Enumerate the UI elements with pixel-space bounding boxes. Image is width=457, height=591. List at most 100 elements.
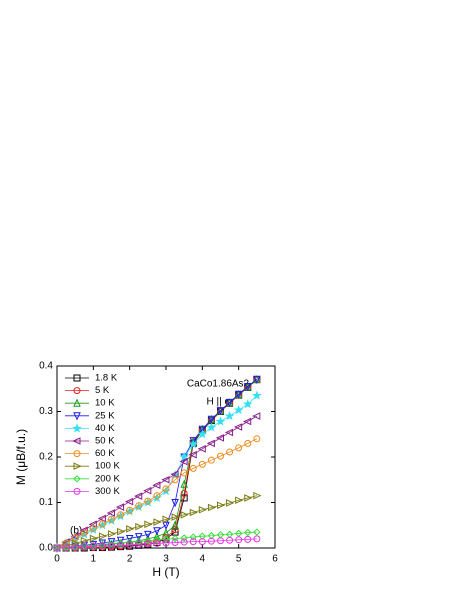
marker <box>224 428 234 437</box>
marker <box>117 541 125 549</box>
legend-marker <box>73 412 81 421</box>
marker <box>253 535 261 543</box>
marker <box>217 501 226 510</box>
marker <box>153 527 161 536</box>
marker <box>124 497 134 506</box>
marker <box>215 416 226 426</box>
marker <box>80 543 88 551</box>
marker <box>252 412 261 420</box>
y-tick-label: 0.1 <box>39 497 53 508</box>
marker <box>115 503 125 511</box>
marker <box>80 529 88 537</box>
y-axis-title: M (μB/f.u.) <box>14 429 28 485</box>
legend-marker <box>73 398 81 407</box>
legend-marker <box>73 475 81 483</box>
marker <box>161 475 170 484</box>
marker <box>97 514 106 523</box>
marker <box>197 429 208 439</box>
marker <box>134 533 143 542</box>
y-tick-label: 0.2 <box>39 452 53 463</box>
marker <box>207 503 217 512</box>
marker <box>233 405 244 415</box>
legend-marker <box>73 374 81 382</box>
marker <box>179 457 188 466</box>
marker <box>153 518 162 526</box>
marker <box>242 399 253 409</box>
marker <box>108 542 115 550</box>
legend-label: 1.8 K <box>95 373 118 384</box>
marker <box>79 526 88 535</box>
marker <box>180 511 189 519</box>
marker <box>198 532 207 540</box>
marker <box>162 485 170 493</box>
marker <box>108 515 115 523</box>
legend-label: 200 K <box>95 473 120 484</box>
marker <box>135 522 144 531</box>
marker <box>153 539 161 547</box>
y-tick-label: 0.4 <box>39 361 53 372</box>
marker <box>107 539 116 548</box>
x-tick-label: 6 <box>272 554 278 565</box>
marker <box>243 382 252 392</box>
marker <box>162 515 171 524</box>
legend-label: 5 K <box>95 385 110 396</box>
marker <box>98 520 106 528</box>
marker <box>215 434 224 442</box>
marker <box>171 499 179 508</box>
marker <box>162 539 170 547</box>
marker <box>107 539 116 548</box>
x-tick-label: 5 <box>236 554 242 565</box>
marker <box>108 530 117 538</box>
marker <box>180 479 188 488</box>
annotation: (b) <box>70 526 82 537</box>
marker <box>117 527 126 536</box>
legend-label: 10 K <box>95 398 115 409</box>
marker <box>207 532 216 540</box>
y-tick-label: 0.3 <box>39 406 53 417</box>
marker <box>216 407 225 416</box>
marker <box>235 496 244 505</box>
marker <box>198 505 208 514</box>
legend-label: 300 K <box>95 486 120 497</box>
legend-marker <box>72 437 81 445</box>
marker <box>106 509 115 517</box>
annotation: CaCo1.86As2 <box>187 379 250 390</box>
marker <box>153 536 161 544</box>
marker <box>134 492 143 500</box>
annotation: H || c <box>207 397 230 408</box>
marker <box>80 536 89 545</box>
marker <box>153 537 161 545</box>
marker <box>180 469 188 477</box>
legend-label: 100 K <box>95 461 120 472</box>
marker <box>198 425 207 434</box>
marker <box>207 456 215 464</box>
marker <box>224 411 235 421</box>
marker <box>253 375 261 384</box>
marker <box>189 437 198 446</box>
x-tick-label: 1 <box>91 554 97 565</box>
marker <box>117 511 125 519</box>
marker <box>198 538 206 546</box>
marker <box>135 540 143 548</box>
legend-marker <box>73 387 81 395</box>
marker <box>98 532 108 540</box>
marker <box>152 481 161 489</box>
marker <box>162 534 170 542</box>
marker <box>143 486 152 495</box>
marker <box>252 390 262 400</box>
marker <box>162 521 170 530</box>
marker <box>197 445 206 453</box>
marker <box>244 439 252 447</box>
marker <box>144 540 152 548</box>
marker <box>217 537 224 545</box>
x-axis-title: H (T) <box>152 565 179 579</box>
marker <box>235 444 243 452</box>
marker <box>126 541 134 549</box>
marker <box>162 535 170 544</box>
legend-marker <box>73 450 81 458</box>
legend-label: 60 K <box>95 448 115 459</box>
marker <box>234 390 243 399</box>
x-tick-label: 2 <box>127 554 133 565</box>
marker <box>89 540 98 550</box>
marker <box>243 417 252 426</box>
